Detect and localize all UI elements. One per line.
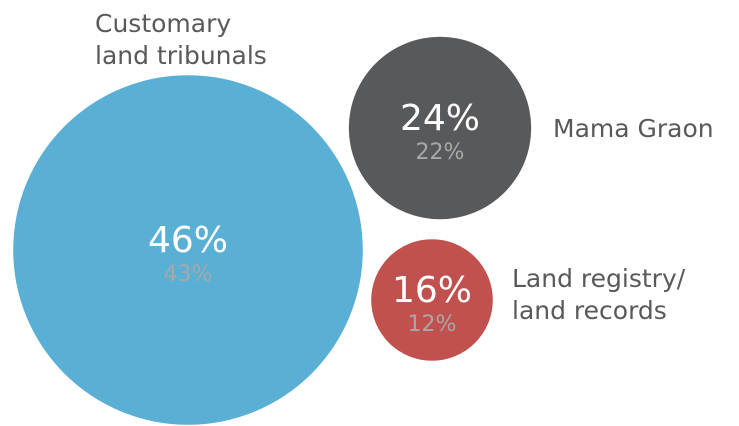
category-label: land tribunals (95, 41, 267, 70)
category-label: Mama Graon (553, 114, 714, 143)
value-label: 46% (148, 220, 228, 261)
category-label: Land registry/ (512, 264, 686, 293)
bubble (348, 36, 532, 220)
category-label: land records (512, 296, 667, 325)
category-label: Customary (95, 9, 231, 38)
bubble (13, 75, 363, 425)
secondary-value-label: 22% (416, 140, 465, 165)
bubble (371, 239, 493, 361)
secondary-value-label: 12% (408, 312, 457, 337)
value-label: 24% (400, 98, 480, 139)
secondary-value-label: 43% (164, 262, 213, 287)
value-label: 16% (392, 270, 472, 311)
